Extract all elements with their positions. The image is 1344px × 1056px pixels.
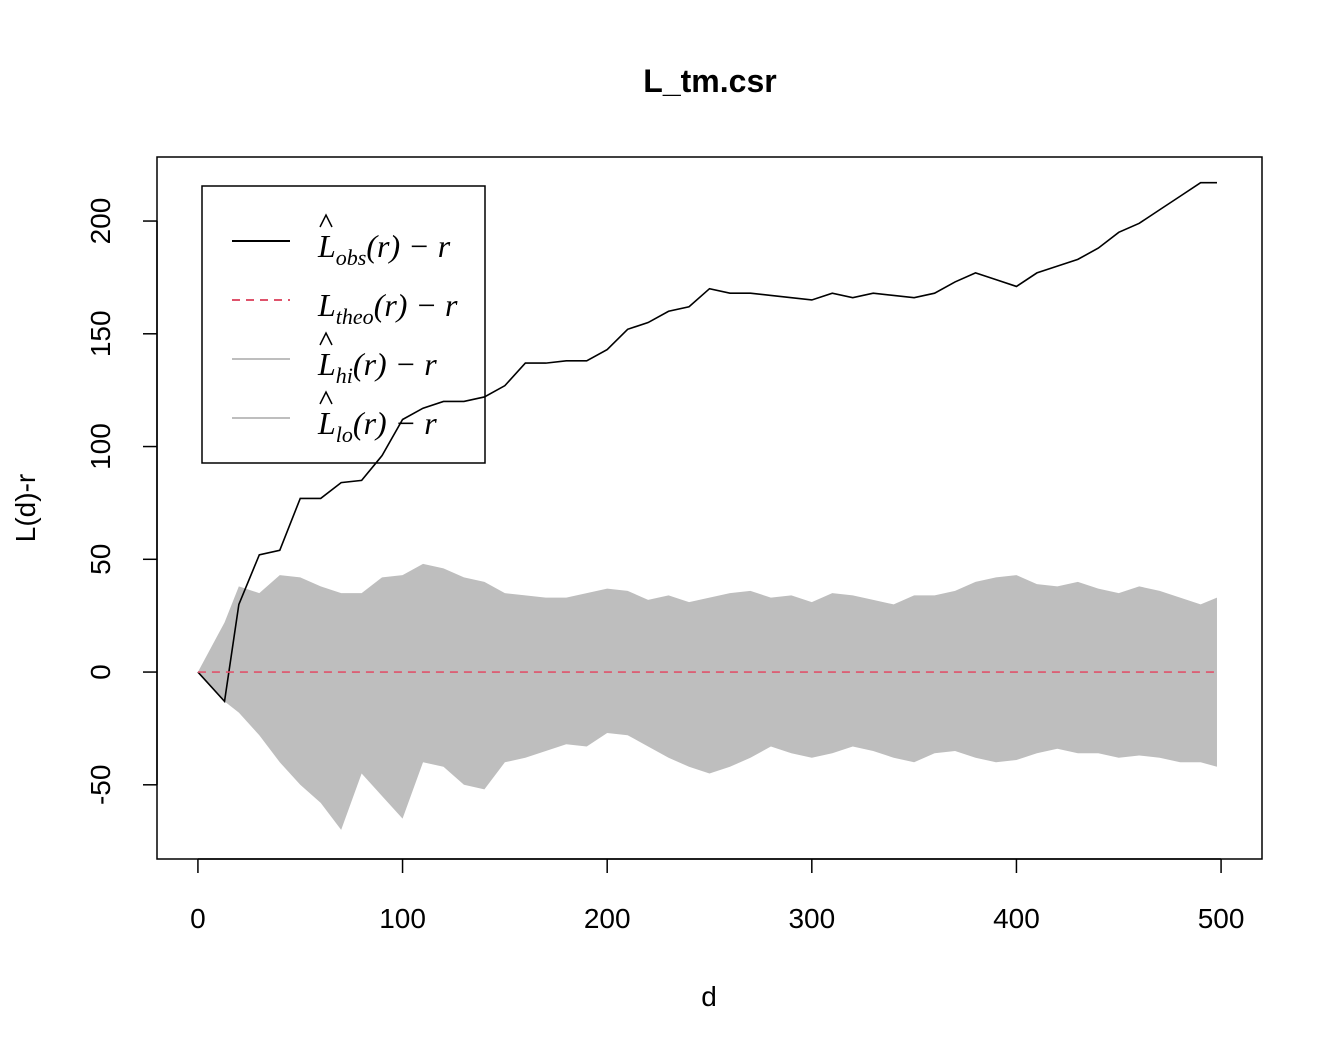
y-tick-label: -50 xyxy=(85,765,116,805)
legend-frame xyxy=(201,185,486,464)
y-tick-label: 50 xyxy=(85,544,116,575)
legend-label: Llo(r) − r xyxy=(317,405,437,447)
legend-suffix: (r) − r xyxy=(366,228,450,264)
legend-subscript: lo xyxy=(336,422,353,447)
y-tick-label: 150 xyxy=(85,310,116,357)
x-tick-label: 400 xyxy=(993,903,1040,934)
legend-symbol: L xyxy=(317,287,336,323)
x-tick-label: 100 xyxy=(379,903,426,934)
legend-symbol: L xyxy=(317,346,336,382)
envelope-band xyxy=(197,563,1217,673)
legend-subscript: hi xyxy=(336,363,353,388)
legend-subscript: theo xyxy=(336,304,374,329)
legend-suffix: (r) − r xyxy=(374,287,458,323)
legend-label: Lobs(r) − r xyxy=(317,228,451,270)
x-axis-label: d xyxy=(701,981,717,1012)
envelope-band xyxy=(197,672,1217,830)
x-tick-label: 200 xyxy=(584,903,631,934)
y-axis-label: L(d)-r xyxy=(10,474,41,542)
legend-label: Ltheo(r) − r xyxy=(317,287,458,329)
x-tick-label: 0 xyxy=(190,903,206,934)
legend-subscript: obs xyxy=(336,245,367,270)
x-tick-label: 300 xyxy=(788,903,835,934)
legend-symbol: L xyxy=(317,228,336,264)
legend-hat xyxy=(319,390,333,405)
legend-label: Lhi(r) − r xyxy=(317,346,437,388)
x-tick-label: 500 xyxy=(1198,903,1245,934)
chart-title: L_tm.csr xyxy=(643,63,776,99)
legend-suffix: (r) − r xyxy=(353,346,437,382)
legend-suffix: (r) − r xyxy=(353,405,437,441)
y-tick-label: 200 xyxy=(85,198,116,245)
y-tick-label: 0 xyxy=(85,664,116,680)
y-tick-label: 100 xyxy=(85,423,116,470)
legend-hat xyxy=(319,213,333,228)
series-line xyxy=(197,181,1217,704)
legend-hat xyxy=(319,331,333,346)
legend-symbol: L xyxy=(317,405,336,441)
